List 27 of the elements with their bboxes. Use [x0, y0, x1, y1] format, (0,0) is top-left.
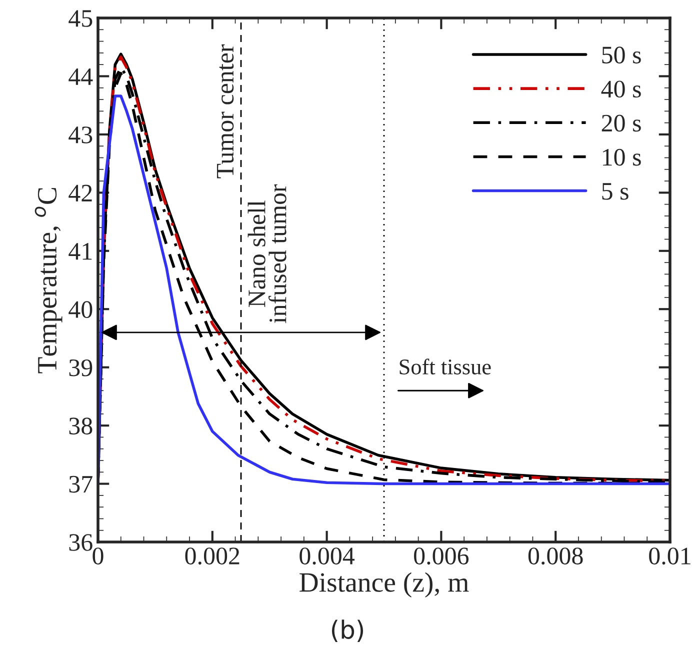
- legend-label: 40 s: [601, 80, 641, 98]
- annotation: Soft tissue: [400, 358, 491, 374]
- legend-label: 50 s: [602, 46, 641, 64]
- y-tick-label: 38: [69, 418, 92, 434]
- legend-label: 10 s: [603, 148, 641, 166]
- x-tick-label: 0.002: [185, 548, 240, 565]
- y-axis-title: Temperature, $^{o}$C: [34, 188, 62, 374]
- y-tick-label: 41: [68, 243, 92, 260]
- y-tick-label: 36: [69, 534, 92, 551]
- y-tick-label: 43: [68, 126, 92, 144]
- x-tick-label: 0.006: [414, 548, 469, 565]
- x-tick-label: 0.004: [300, 548, 355, 565]
- legend-label: 5 s: [602, 183, 628, 200]
- y-tick-label: 40: [68, 301, 92, 318]
- legend-label: 20 s: [602, 114, 641, 132]
- ref-line-label: Tumor center: [217, 44, 234, 178]
- x-axis-title: Distance (z), m: [300, 572, 469, 598]
- y-tick-label: 45: [68, 10, 92, 27]
- y-tick-label: 37: [69, 476, 92, 493]
- y-tick-label: 44: [68, 68, 93, 85]
- text: (b): [332, 620, 364, 642]
- y-tick-label: 42: [68, 184, 92, 202]
- y-tick-label: 39: [69, 359, 92, 376]
- annotation: Nano shell infused tumor: [248, 184, 286, 324]
- x-tick-label: 0: [92, 548, 104, 564]
- x-tick-label: 0.01: [649, 548, 690, 565]
- x-tick-label: 0.008: [528, 548, 583, 565]
